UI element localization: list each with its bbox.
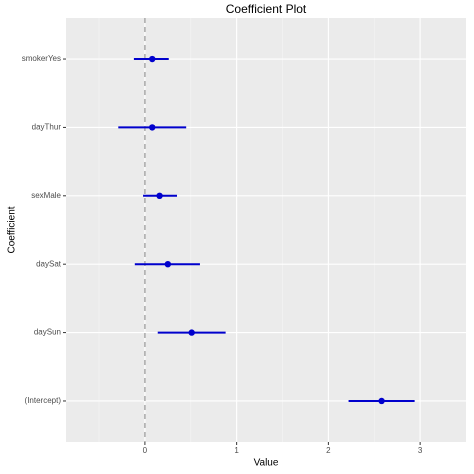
y-tick-label: dayThur <box>32 123 62 132</box>
y-tick-label: daySat <box>36 259 62 268</box>
y-axis-title: Coefficient <box>7 206 18 253</box>
x-tick-label: 2 <box>326 446 331 455</box>
point <box>156 192 163 200</box>
y-tick-label: daySun <box>34 328 61 337</box>
y-tick-label: (Intercept) <box>25 396 62 405</box>
plot-panel <box>66 18 466 442</box>
point <box>149 55 156 63</box>
point <box>188 329 195 336</box>
point <box>149 124 156 131</box>
x-tick-label: 0 <box>143 446 148 455</box>
chart-title: Coefficient Plot <box>226 2 307 16</box>
x-tick-label: 3 <box>418 446 423 455</box>
point <box>164 260 172 268</box>
y-tick-label: sexMale <box>31 191 61 200</box>
x-tick-label: 1 <box>234 446 239 455</box>
y-tick-label: smokerYes <box>22 54 61 63</box>
point <box>378 397 385 405</box>
x-axis-title: Value <box>254 458 279 469</box>
